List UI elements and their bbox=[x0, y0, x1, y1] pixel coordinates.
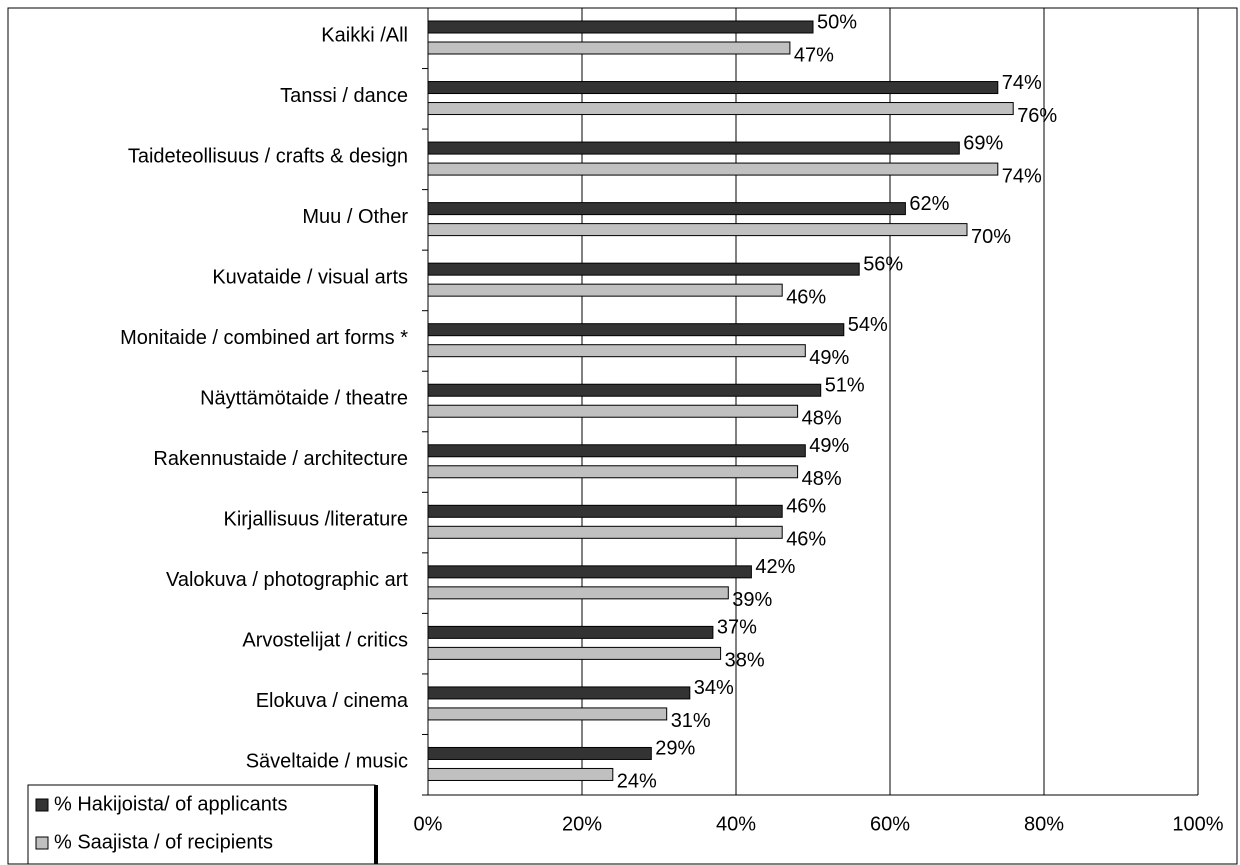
value-label: 34% bbox=[694, 677, 734, 699]
y-tick-label: Rakennustaide / architecture bbox=[153, 448, 408, 470]
value-label: 50% bbox=[817, 11, 857, 33]
y-tick-label: Valokuva / photographic art bbox=[166, 569, 408, 591]
bar bbox=[427, 223, 968, 237]
bar bbox=[427, 444, 806, 458]
chart-frame bbox=[7, 7, 1238, 865]
bar bbox=[427, 81, 999, 95]
value-label: 62% bbox=[909, 193, 949, 215]
value-label: 29% bbox=[655, 738, 695, 760]
y-tick-label: Kuvataide / visual arts bbox=[212, 266, 408, 288]
bar bbox=[427, 344, 806, 358]
value-label: 31% bbox=[671, 710, 711, 732]
value-label: 46% bbox=[786, 529, 826, 551]
y-tick-label: Muu / Other bbox=[302, 206, 408, 228]
legend-swatch bbox=[35, 798, 49, 812]
value-label: 46% bbox=[786, 496, 826, 518]
bar bbox=[427, 323, 845, 337]
bar bbox=[427, 465, 799, 479]
bar bbox=[427, 646, 722, 660]
legend-swatch bbox=[35, 836, 49, 850]
bar bbox=[427, 283, 783, 297]
bar bbox=[427, 746, 652, 760]
y-tick-label: Kaikki /All bbox=[321, 24, 408, 46]
x-tick-label: 20% bbox=[562, 813, 602, 835]
value-label: 39% bbox=[732, 589, 772, 611]
bar bbox=[427, 586, 729, 600]
value-label: 74% bbox=[1002, 72, 1042, 94]
bar bbox=[427, 41, 791, 55]
value-label: 74% bbox=[1002, 165, 1042, 187]
bar bbox=[427, 625, 714, 639]
value-label: 46% bbox=[786, 286, 826, 308]
value-label: 76% bbox=[1017, 105, 1057, 127]
y-tick-label: Taideteollisuus / crafts & design bbox=[128, 145, 408, 167]
x-tick-label: 60% bbox=[870, 813, 910, 835]
value-label: 54% bbox=[848, 314, 888, 336]
bar bbox=[427, 767, 614, 781]
value-label: 24% bbox=[617, 771, 657, 793]
bar bbox=[427, 262, 860, 276]
bar bbox=[427, 102, 1014, 116]
bar bbox=[427, 404, 799, 418]
y-tick-label: Näyttämötaide / theatre bbox=[200, 388, 408, 410]
y-tick-label: Kirjallisuus /literature bbox=[223, 509, 408, 531]
x-tick-label: 80% bbox=[1024, 813, 1064, 835]
legend-label: % Saajista / of recipients bbox=[54, 831, 273, 853]
y-tick-label: Arvostelijat / critics bbox=[242, 630, 408, 652]
x-tick-label: 0% bbox=[414, 813, 443, 835]
value-label: 42% bbox=[755, 556, 795, 578]
bar bbox=[427, 202, 906, 216]
bar bbox=[427, 383, 822, 397]
legend-label: % Hakijoista/ of applicants bbox=[54, 793, 287, 815]
value-label: 38% bbox=[725, 650, 765, 672]
bar bbox=[427, 162, 999, 176]
bar bbox=[427, 525, 783, 539]
value-label: 56% bbox=[863, 253, 903, 275]
value-label: 70% bbox=[971, 226, 1011, 248]
y-tick-label: Säveltaide / music bbox=[246, 751, 408, 773]
value-label: 37% bbox=[717, 617, 757, 639]
bar bbox=[427, 565, 752, 579]
y-tick-label: Monitaide / combined art forms * bbox=[120, 327, 408, 349]
value-label: 69% bbox=[963, 132, 1003, 154]
x-tick-label: 100% bbox=[1172, 813, 1223, 835]
y-tick-label: Elokuva / cinema bbox=[256, 690, 409, 712]
value-label: 47% bbox=[794, 44, 834, 66]
bar bbox=[427, 20, 814, 34]
value-label: 51% bbox=[825, 375, 865, 397]
bar bbox=[427, 686, 691, 700]
value-label: 48% bbox=[802, 468, 842, 490]
bar bbox=[427, 141, 960, 155]
legend-box bbox=[27, 784, 376, 865]
value-label: 49% bbox=[809, 435, 849, 457]
value-label: 49% bbox=[809, 347, 849, 369]
y-tick-label: Tanssi / dance bbox=[280, 85, 408, 107]
x-tick-label: 40% bbox=[716, 813, 756, 835]
value-label: 48% bbox=[802, 408, 842, 430]
bar bbox=[427, 504, 783, 518]
bar bbox=[427, 707, 668, 721]
